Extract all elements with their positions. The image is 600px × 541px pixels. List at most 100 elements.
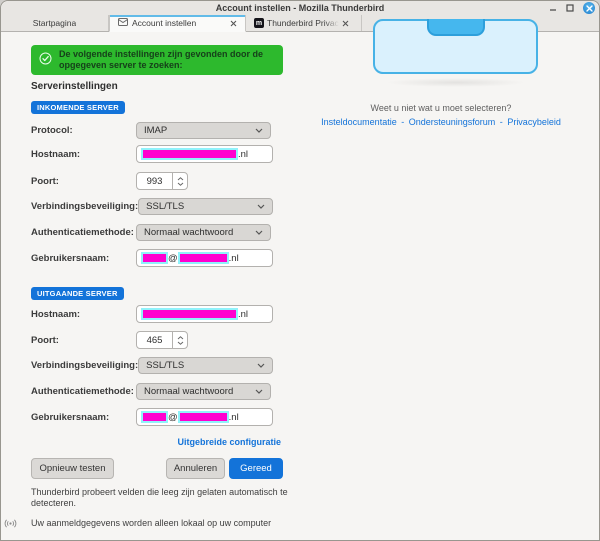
tab-privacy-notice[interactable]: m Thunderbird Privacy Not <box>246 15 362 31</box>
success-banner: De volgende instellingen zijn gevonden d… <box>31 45 283 75</box>
field-row-outgoing-hostname: Hostnaam: .nl <box>31 305 283 323</box>
redacted-username <box>141 411 168 423</box>
autodetect-note: Thunderbird probeert velden die leeg zij… <box>31 487 288 508</box>
incoming-protocol-value: IMAP <box>144 125 168 136</box>
titlebar: Account instellen - Mozilla Thunderbird <box>1 1 599 15</box>
incoming-username-input[interactable]: @ .nl <box>136 249 273 267</box>
chevron-down-icon <box>257 201 265 212</box>
chevron-down-icon <box>255 386 263 397</box>
mailbox-illustration <box>373 19 538 74</box>
chevron-down-icon <box>255 227 263 238</box>
redacted-domain <box>177 252 229 264</box>
incoming-port-input[interactable]: 993 <box>136 172 188 190</box>
hostname-suffix: .nl <box>238 308 249 320</box>
redacted-hostname <box>141 308 238 320</box>
tab-account-label: Account instellen <box>132 18 197 28</box>
link-privacybeleid[interactable]: Privacybeleid <box>507 117 561 127</box>
incoming-security-select[interactable]: SSL/TLS <box>138 198 274 215</box>
outgoing-server-badge: UITGAANDE SERVER <box>31 287 124 300</box>
security-label: Verbindingsbeveiliging: <box>31 201 139 212</box>
outgoing-port-input[interactable]: 465 <box>136 331 188 349</box>
outgoing-security-select[interactable]: SSL/TLS <box>138 357 274 374</box>
illustration-shadow <box>386 78 526 87</box>
field-row-outgoing-security: Verbindingsbeveiliging: SSL/TLS <box>31 357 283 374</box>
incoming-auth-select[interactable]: Normaal wachtwoord <box>136 224 271 241</box>
incoming-security-value: SSL/TLS <box>146 201 185 212</box>
field-row-incoming-username: Gebruikersnaam: @ .nl <box>31 249 283 267</box>
help-block: Weet u niet wat u moet selecteren? Inste… <box>296 103 586 127</box>
outgoing-hostname-input[interactable]: .nl <box>136 305 273 323</box>
field-row-outgoing-port: Poort: 465 <box>31 331 283 349</box>
field-row-protocol: Protocol: IMAP <box>31 122 283 139</box>
broadcast-status-icon[interactable] <box>4 515 17 533</box>
field-row-outgoing-auth: Authenticatiemethode: Normaal wachtwoord <box>31 383 283 400</box>
field-row-incoming-security: Verbindingsbeveiliging: SSL/TLS <box>31 198 283 215</box>
page-title: Serverinstellingen <box>31 81 118 92</box>
link-ondersteuningsforum[interactable]: Ondersteuningsforum <box>408 117 496 127</box>
tab-startpagina[interactable]: Startpagina <box>1 15 109 31</box>
port-label: Poort: <box>31 334 59 346</box>
tab-account-instellen[interactable]: Account instellen <box>109 15 246 32</box>
port-stepper-arrows[interactable] <box>172 332 187 348</box>
account-setup-content: Weet u niet wat u moet selecteren? Inste… <box>1 19 599 540</box>
window-controls <box>549 1 595 15</box>
retest-button[interactable]: Opnieuw testen <box>31 458 114 479</box>
incoming-port-value: 993 <box>146 175 163 187</box>
mozilla-icon: m <box>254 18 264 28</box>
port-stepper-arrows[interactable] <box>172 173 187 189</box>
port-label: Poort: <box>31 175 59 187</box>
hostname-label: Hostnaam: <box>31 148 81 160</box>
window-title: Account instellen - Mozilla Thunderbird <box>215 3 385 13</box>
security-label: Verbindingsbeveiliging: <box>31 360 139 371</box>
auth-label: Authenticatiemethode: <box>31 386 134 397</box>
cancel-button[interactable]: Annuleren <box>166 458 225 479</box>
hostname-suffix: .nl <box>238 148 249 160</box>
tab-privacy-label: Thunderbird Privacy Not <box>267 18 339 28</box>
outgoing-auth-value: Normaal wachtwoord <box>144 386 234 397</box>
success-banner-text: De volgende instellingen zijn gevonden d… <box>59 49 264 70</box>
mailbox-handle-shape <box>426 19 485 36</box>
protocol-label: Protocol: <box>31 125 73 136</box>
username-suffix: .nl <box>228 252 239 264</box>
link-separator: - <box>401 117 405 127</box>
chevron-down-icon <box>255 125 263 136</box>
help-links: Insteldocumentatie - Ondersteuningsforum… <box>296 117 586 127</box>
redacted-domain <box>177 411 229 423</box>
username-label: Gebruikersnaam: <box>31 252 110 264</box>
done-button[interactable]: Gereed <box>229 458 283 479</box>
redacted-username <box>141 252 168 264</box>
username-at: @ <box>168 411 178 423</box>
username-label: Gebruikersnaam: <box>31 411 110 423</box>
redacted-hostname <box>141 148 238 160</box>
field-row-incoming-port: Poort: 993 <box>31 172 283 190</box>
username-suffix: .nl <box>228 411 239 423</box>
advanced-config-link[interactable]: Uitgebreide configuratie <box>177 437 281 447</box>
link-insteldocumentatie[interactable]: Insteldocumentatie <box>321 117 397 127</box>
incoming-hostname-input[interactable]: .nl <box>136 145 273 163</box>
help-question: Weet u niet wat u moet selecteren? <box>370 103 512 113</box>
hostname-label: Hostnaam: <box>31 308 81 320</box>
outgoing-auth-select[interactable]: Normaal wachtwoord <box>136 383 271 400</box>
username-at: @ <box>168 252 178 264</box>
check-icon <box>39 52 52 68</box>
mail-envelope-icon <box>118 18 128 28</box>
maximize-icon[interactable] <box>566 4 574 12</box>
auth-label: Authenticatiemethode: <box>31 227 134 238</box>
credentials-note: Uw aanmeldgegevens worden alleen lokaal … <box>31 518 272 528</box>
minimize-icon[interactable] <box>549 4 557 12</box>
outgoing-security-value: SSL/TLS <box>146 360 185 371</box>
outgoing-username-input[interactable]: @ .nl <box>136 408 273 426</box>
tab-close-icon[interactable] <box>230 20 237 27</box>
outgoing-port-value: 465 <box>146 334 163 346</box>
field-row-incoming-hostname: Hostnaam: .nl <box>31 145 283 163</box>
field-row-incoming-auth: Authenticatiemethode: Normaal wachtwoord <box>31 224 283 241</box>
incoming-server-badge: INKOMENDE SERVER <box>31 101 125 114</box>
close-icon[interactable] <box>583 2 595 14</box>
incoming-protocol-select[interactable]: IMAP <box>136 122 271 139</box>
incoming-auth-value: Normaal wachtwoord <box>144 227 234 238</box>
field-row-outgoing-username: Gebruikersnaam: @ .nl <box>31 408 283 426</box>
link-separator: - <box>499 117 503 127</box>
tab-startpagina-label: Startpagina <box>32 18 77 28</box>
tab-close-icon[interactable] <box>342 20 349 27</box>
